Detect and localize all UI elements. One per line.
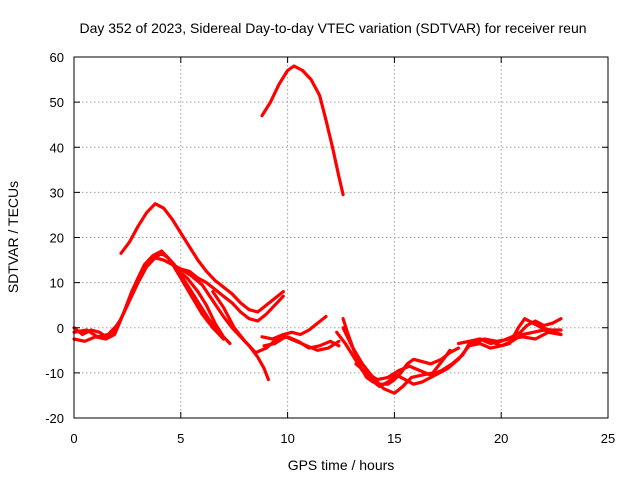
x-axis-label: GPS time / hours xyxy=(288,457,395,473)
series-arc-7 xyxy=(211,290,341,355)
series-arc-10 xyxy=(260,64,345,197)
series-arc-6 xyxy=(179,267,270,382)
y-tick-label: 10 xyxy=(50,276,64,291)
chart-title: Day 352 of 2023, Sidereal Day-to-day VTE… xyxy=(79,20,586,36)
series-arc-1 xyxy=(72,251,232,346)
y-tick-label: -20 xyxy=(45,411,64,426)
y-tick-label: 30 xyxy=(50,185,64,200)
series-arc-5 xyxy=(153,256,285,323)
x-tick-label: 5 xyxy=(177,431,184,446)
series-arc-8 xyxy=(260,314,328,341)
series-arc-4 xyxy=(119,202,285,314)
y-tick-label: 20 xyxy=(50,231,64,246)
series-arc-16 xyxy=(467,317,563,350)
x-tick-label: 10 xyxy=(280,431,294,446)
x-tick-label: 15 xyxy=(387,431,401,446)
x-tick-labels: 0 5 10 15 20 25 xyxy=(70,431,615,446)
series-arc-9 xyxy=(262,335,341,352)
y-tick-labels: -20 -10 0 10 20 30 40 50 60 xyxy=(45,50,64,426)
series-group xyxy=(72,64,563,395)
x-tick-label: 0 xyxy=(70,431,77,446)
x-tick-label: 20 xyxy=(494,431,508,446)
grid-lines xyxy=(74,57,608,418)
series-arc-11 xyxy=(341,317,461,386)
y-axis-label: SDTVAR / TECUs xyxy=(5,181,21,293)
series-arc-14 xyxy=(354,328,563,382)
series-arc-13 xyxy=(341,326,452,395)
y-tick-label: 40 xyxy=(50,140,64,155)
y-tick-label: 50 xyxy=(50,95,64,110)
x-tick-label: 25 xyxy=(601,431,615,446)
series-arc-17 xyxy=(482,330,563,343)
y-tick-label: 0 xyxy=(57,321,64,336)
axis-ticks xyxy=(73,56,609,419)
y-tick-label: -10 xyxy=(45,366,64,381)
series-arc-3 xyxy=(72,249,226,341)
y-tick-label: 60 xyxy=(50,50,64,65)
